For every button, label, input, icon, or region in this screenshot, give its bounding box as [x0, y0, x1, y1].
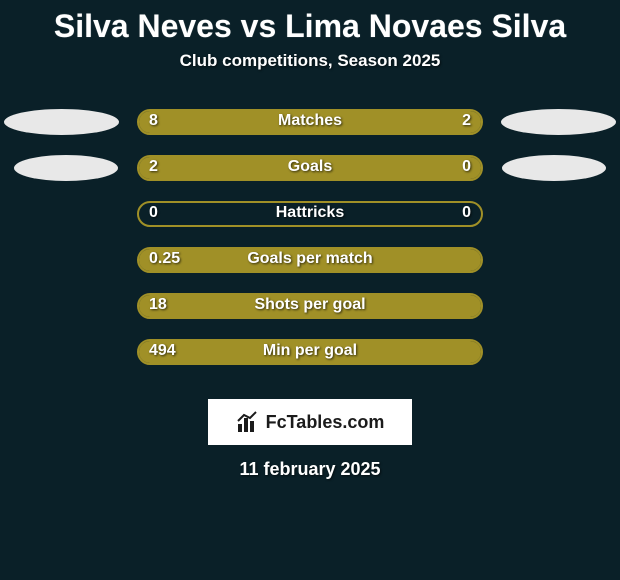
- metric-row: 00Hattricks: [0, 201, 620, 247]
- comparison-infographic: Silva Neves vs Lima Novaes Silva Club co…: [0, 0, 620, 580]
- metric-rows: 82Matches20Goals00Hattricks0.25Goals per…: [0, 109, 620, 385]
- bar-right-fill: [419, 157, 481, 179]
- metric-row: 494Min per goal: [0, 339, 620, 385]
- bar-left-fill: [139, 157, 419, 179]
- logo-text: FcTables.com: [266, 412, 385, 433]
- metric-row: 20Goals: [0, 155, 620, 201]
- date-label: 11 february 2025: [0, 459, 620, 480]
- player-left-ellipse: [4, 109, 119, 135]
- player-left-ellipse: [14, 155, 118, 181]
- metric-row: 18Shots per goal: [0, 293, 620, 339]
- bar-left-fill: [139, 341, 481, 363]
- logo-badge: FcTables.com: [208, 399, 412, 445]
- bar-track: [137, 109, 483, 135]
- bar-left-fill: [139, 295, 481, 317]
- player-right-ellipse: [502, 155, 606, 181]
- bar-left-fill: [139, 111, 399, 133]
- page-subtitle: Club competitions, Season 2025: [0, 51, 620, 71]
- bar-track: [137, 339, 483, 365]
- metric-row: 82Matches: [0, 109, 620, 155]
- bar-track: [137, 201, 483, 227]
- page-title: Silva Neves vs Lima Novaes Silva: [0, 8, 620, 45]
- bar-right-fill: [399, 111, 481, 133]
- bar-track: [137, 155, 483, 181]
- bars-icon: [236, 410, 260, 434]
- player-right-ellipse: [501, 109, 616, 135]
- bar-track: [137, 247, 483, 273]
- metric-row: 0.25Goals per match: [0, 247, 620, 293]
- bar-track: [137, 293, 483, 319]
- bar-left-fill: [139, 249, 481, 271]
